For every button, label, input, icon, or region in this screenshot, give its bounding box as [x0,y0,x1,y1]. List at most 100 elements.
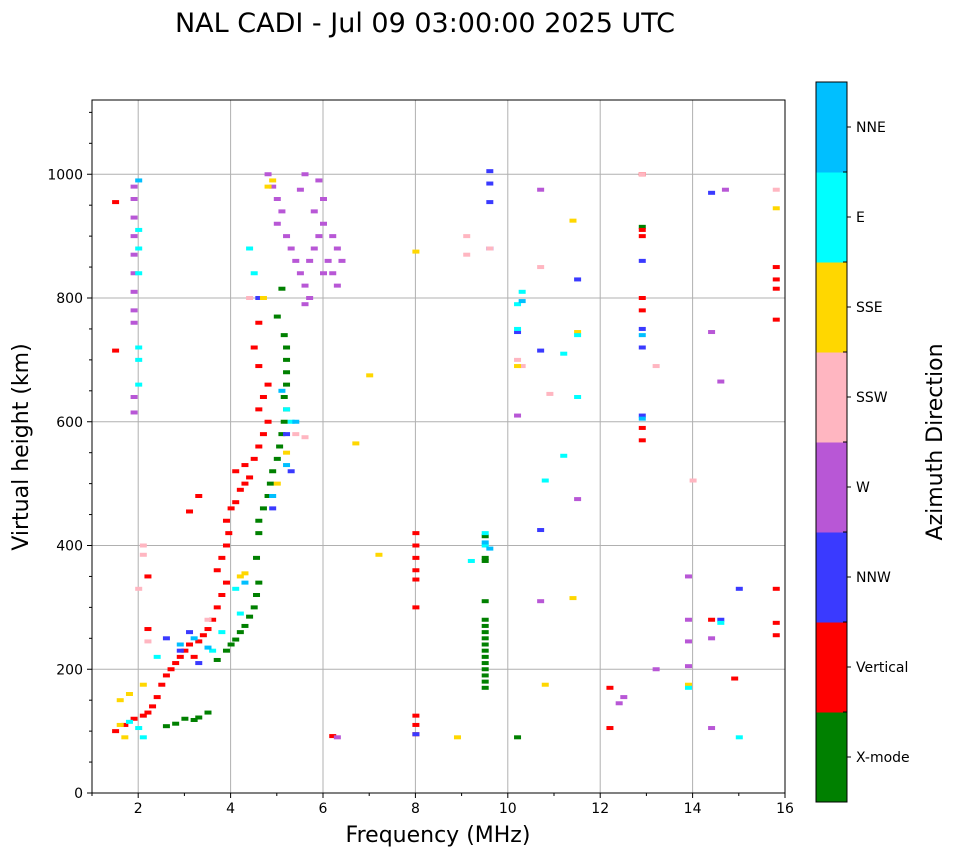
colorbar: X-mode Vertical NNW W SSW SSE E NNE [815,81,910,803]
echo-point-nne [638,416,646,421]
echo-point-w [296,271,304,276]
echo-point-w [130,234,138,239]
echo-point-x-mode [222,648,230,653]
echo-point-sse [352,441,360,446]
echo-point-sse [541,682,549,687]
echo-point-x-mode [172,721,180,726]
echo-point-vertical [412,543,420,548]
echo-point-vertical [259,395,267,399]
x-axis: 2 4 6 8 10 12 14 16 [91,793,794,817]
y-tick-label: 0 [74,786,83,802]
echo-point-nnw [514,330,522,335]
echo-point-vertical [222,518,230,523]
echo-point-sse [139,682,147,687]
echo-point-x-mode [481,534,489,539]
echo-point-nnw [486,200,494,205]
echo-point-vertical [195,494,203,498]
echo-point-vertical [638,438,646,443]
echo-point-x-mode [514,735,522,740]
echo-point-vertical [412,577,420,582]
echo-point-x-mode [283,370,291,375]
echo-point-vertical [225,531,233,536]
colorbar-segment-vertical [816,622,847,713]
echo-point-vertical [412,605,420,610]
echo-point-vertical [144,627,152,632]
echo-point-w [130,289,138,294]
echo-point-vertical [112,348,120,353]
echo-point-ssw [689,478,697,483]
echo-point-x-mode [227,642,235,647]
echo-point-x-mode [246,614,254,619]
echo-point-vertical [195,639,203,644]
echo-point-vertical [213,568,221,573]
echo-point-w [130,271,138,276]
echo-point-vertical [158,682,166,687]
echo-point-ssw [638,172,646,177]
echo-point-w [333,735,341,740]
echo-point-w [717,379,725,384]
echo-point-w [320,197,327,201]
grid [92,100,785,793]
echo-point-nne [518,299,526,304]
echo-point-x-mode [276,444,284,449]
echo-point-sse [241,571,249,576]
echo-point-vertical [241,481,249,486]
echo-point-sse [283,450,291,455]
echo-point-ssw [514,357,522,362]
echo-point-x-mode [255,518,263,523]
echo-point-x-mode [481,654,489,659]
echo-point-w [130,308,138,313]
echo-point-nnw [574,277,582,282]
echo-point-vertical [638,425,646,430]
echo-point-vertical [139,713,147,718]
echo-point-x-mode [190,717,198,722]
echo-point-vertical [412,555,420,560]
echo-point-nnw [486,181,494,186]
echo-point-vertical [772,633,780,638]
echo-point-e [218,630,226,635]
echo-point-vertical [606,726,614,731]
echo-point-w [329,271,337,276]
echo-point-ssw [463,234,471,239]
echo-point-x-mode [481,617,489,622]
echo-point-w [130,410,138,415]
echo-point-w [301,172,309,177]
echo-point-x-mode [253,593,261,597]
echo-point-sse [569,596,577,601]
echo-point-w [320,221,327,226]
echo-point-e [514,326,522,331]
echo-point-w [708,330,716,335]
echo-point-x-mode [264,494,272,498]
echo-point-vertical [772,586,780,591]
echo-point-vertical [153,695,161,700]
echo-point-w [301,302,309,307]
colorbar-segment-e [816,172,847,263]
echo-point-w [130,320,138,325]
echo-point-nnw [486,169,494,174]
echo-point-vertical [772,286,780,291]
echo-point-w [537,599,545,604]
echo-point-x-mode [481,636,489,641]
echo-point-sse [264,184,272,189]
echo-point-x-mode [481,630,489,635]
echo-point-x-mode [278,286,286,291]
x-tick-label: 10 [499,801,517,817]
echo-point-vertical [329,734,337,739]
echo-point-sse [569,218,577,223]
colorbar-tick-label: W [856,480,870,496]
echo-point-e [135,227,143,232]
echo-point-w [721,187,729,192]
echo-point-w [292,258,300,263]
y-tick-label: 600 [56,415,83,431]
echo-point-x-mode [280,419,288,424]
echo-point-ssw [518,364,526,369]
echo-point-ssw [139,552,147,557]
echo-point-x-mode [259,506,267,511]
echo-point-vertical [218,593,226,597]
echo-point-nnw [717,617,725,622]
echo-point-vertical [199,633,207,638]
echo-point-w [333,246,341,251]
echo-point-e [481,543,489,548]
echo-point-x-mode [280,333,288,338]
echo-point-nnw [176,648,184,653]
